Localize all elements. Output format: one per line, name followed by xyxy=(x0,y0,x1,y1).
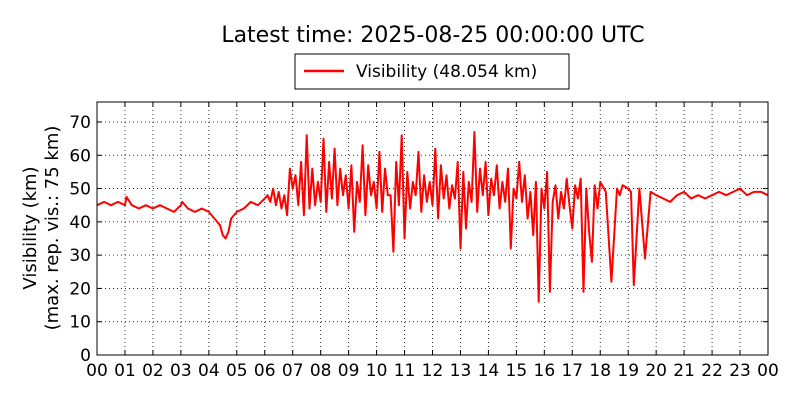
x-tick-label: 14 xyxy=(478,361,500,381)
grid xyxy=(97,102,768,355)
x-tick-label: 10 xyxy=(366,361,388,381)
y-tick-label: 20 xyxy=(69,279,91,299)
x-tick-label: 02 xyxy=(142,361,164,381)
y-tick-label: 50 xyxy=(69,180,91,200)
x-tick-label: 12 xyxy=(422,361,444,381)
series-layer xyxy=(96,131,769,303)
y-tick-labels: 0 10 20 30 40 50 60 70 xyxy=(69,113,91,366)
x-tick-label: 11 xyxy=(394,361,416,381)
x-tick-label: 15 xyxy=(506,361,528,381)
x-tick-label: 08 xyxy=(310,361,332,381)
x-tick-label: 18 xyxy=(589,361,611,381)
x-tick-label: 09 xyxy=(338,361,360,381)
y-tick-label: 70 xyxy=(69,113,91,133)
x-tick-label: 05 xyxy=(226,361,248,381)
legend-label: Visibility (48.054 km) xyxy=(356,62,537,82)
x-tick-label: 04 xyxy=(198,361,220,381)
x-tick-label: 00 xyxy=(757,361,779,381)
x-tick-label: 23 xyxy=(729,361,751,381)
x-tick-label: 19 xyxy=(617,361,639,381)
x-tick-label: 21 xyxy=(673,361,695,381)
y-axis-label-line2: (max. rep. vis.: 75 km) xyxy=(42,126,63,331)
legend: Visibility (48.054 km) xyxy=(294,53,570,90)
x-tick-label: 17 xyxy=(561,361,583,381)
x-tick-label: 03 xyxy=(170,361,192,381)
visibility-series-line xyxy=(96,131,769,303)
x-tick-label: 16 xyxy=(534,361,556,381)
x-tick-label: 13 xyxy=(450,361,472,381)
y-tick-label: 0 xyxy=(80,346,91,366)
y-tick-label: 40 xyxy=(69,213,91,233)
y-tick-label: 10 xyxy=(69,313,91,333)
y-axis-label-line1: Visibility (km) xyxy=(20,166,41,289)
y-tick-label: 30 xyxy=(69,246,91,266)
x-tick-label: 06 xyxy=(254,361,276,381)
plot-frame xyxy=(96,101,769,356)
x-tick-label: 07 xyxy=(282,361,304,381)
x-tick-label: 01 xyxy=(114,361,136,381)
x-tick-label: 00 xyxy=(86,361,108,381)
x-tick-labels: 00 01 02 03 04 05 06 07 08 09 10 11 12 13 14 15 16 17 18 19… xyxy=(86,361,779,381)
chart-title: Latest time: 2025-08-25 00:00:00 UTC xyxy=(221,23,644,48)
axis-ticks xyxy=(96,102,769,356)
x-tick-label: 22 xyxy=(701,361,723,381)
x-tick-label: 20 xyxy=(645,361,667,381)
y-tick-label: 60 xyxy=(69,146,91,166)
